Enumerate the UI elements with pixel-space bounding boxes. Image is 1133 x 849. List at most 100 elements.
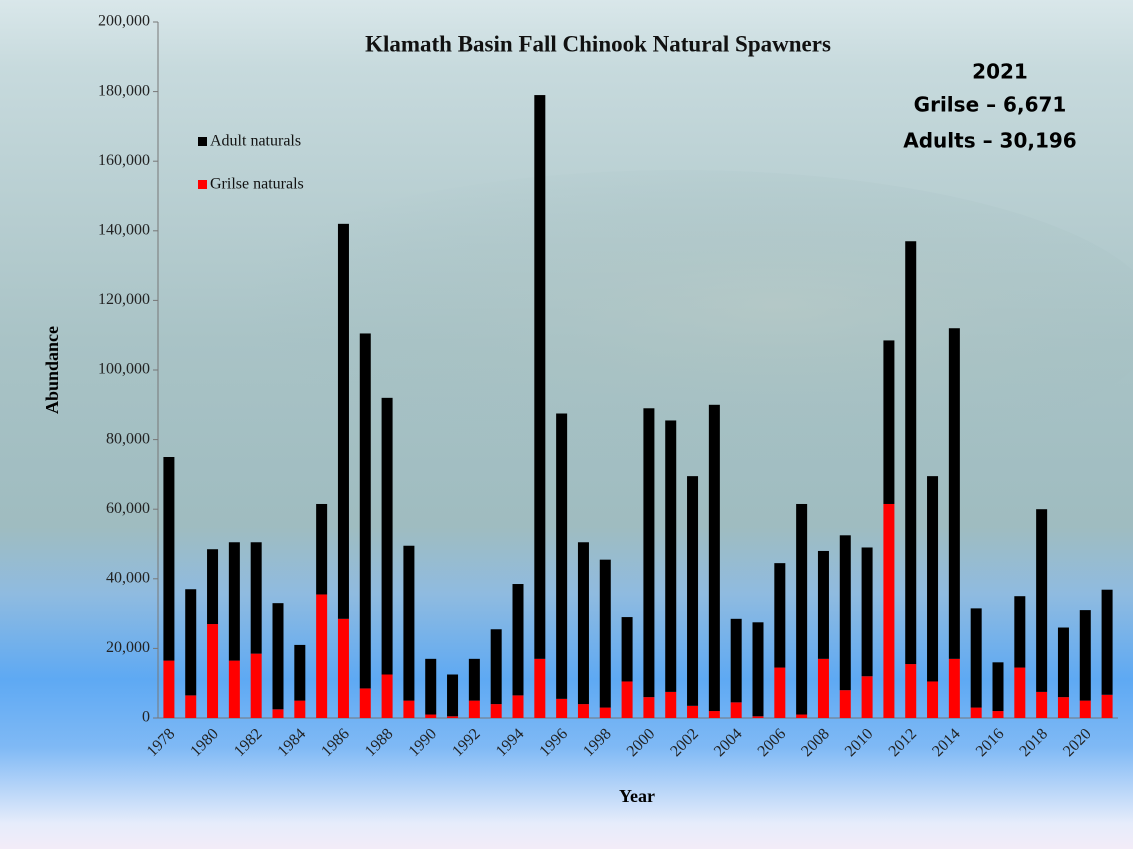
bar-segment [577,542,589,705]
bar-segment [250,653,262,718]
background-photo [200,170,1133,470]
annotation: 2021 [972,60,1028,84]
chart-title: Klamath Basin Fall Chinook Natural Spawn… [365,31,831,56]
bar-segment [250,542,262,654]
bar-segment [1036,691,1048,718]
bar-segment [883,503,895,718]
bar-segment [490,704,502,718]
x-tick-label: 2004 [711,725,746,760]
bar-segment [1079,610,1091,701]
bar-segment [556,413,568,699]
bar-segment [1057,697,1069,718]
bar-segment [1014,596,1026,668]
bar-segment [992,662,1004,712]
x-tick-label: 2020 [1060,725,1095,760]
y-tick-label: 0 [142,709,150,726]
bar-segment [970,608,982,708]
x-tick-label: 1994 [493,725,528,760]
bar-segment [687,476,699,706]
x-tick-label: 1978 [144,725,179,760]
bar-segment [708,404,720,712]
bar-segment [316,503,328,595]
bar-segment [207,624,219,718]
legend-label: Grilse naturals [210,176,304,193]
bar-segment [207,549,219,625]
x-tick-label: 1980 [187,725,222,760]
bar-segment [817,550,829,659]
bar-segment [403,545,415,701]
bar-segment [1014,667,1026,718]
x-tick-label: 1990 [406,725,441,760]
bar-segment [839,690,851,718]
bar-segment [534,95,546,659]
bar-segment [861,547,873,677]
x-tick-label: 1988 [362,725,397,760]
y-tick-label: 20,000 [106,639,150,656]
bar-segment [381,397,393,675]
bar-segment [905,241,917,665]
bar-segment [381,674,393,718]
bar-segment [294,644,306,701]
y-tick-label: 40,000 [106,569,150,586]
bar-segment [490,629,502,705]
bar-segment [1101,589,1113,695]
bar-segment [665,691,677,718]
bar-segment [752,716,764,718]
x-tick-label: 1982 [231,725,266,760]
y-tick-label: 80,000 [106,430,150,447]
x-tick-label: 2006 [755,725,790,760]
bar-segment [272,603,284,710]
bar-segment [839,535,851,691]
x-tick-label: 2000 [624,725,659,760]
bar-segment [163,660,175,718]
bar-segment [927,681,939,718]
bar-segment [359,688,371,718]
bar-segment [817,658,829,718]
bar-segment [948,328,960,659]
bar-segment [970,707,982,718]
x-tick-label: 1984 [275,725,310,760]
bar-segment [468,658,480,701]
bar-segment [294,700,306,718]
x-tick-label: 1992 [449,725,484,760]
bar-segment [643,697,655,718]
bar-segment [905,664,917,718]
y-tick-label: 180,000 [98,82,150,99]
bar-segment [796,503,808,715]
bar-segment [447,674,459,717]
x-tick-label: 2008 [798,725,833,760]
annotation: Grilse – 6,671 [914,93,1067,117]
bar-segment [337,618,349,718]
bar-segment [599,559,611,708]
bar-segment [774,667,786,718]
bar-segment [948,658,960,718]
bar-segment [752,622,764,717]
x-tick-label: 2010 [842,725,877,760]
bar-segment [883,340,895,504]
bar-segment [163,457,175,661]
bar-segment [512,584,524,696]
bar-segment [687,705,699,718]
bar-segment [1101,694,1113,718]
bar-segment [185,589,197,696]
x-tick-label: 2002 [667,725,702,760]
bar-segment [665,420,677,692]
bar-segment [512,695,524,718]
bar-segment [272,709,284,718]
bar-segment [621,681,633,718]
bar-segment [577,704,589,718]
bar-segment [1079,700,1091,718]
bar-segment [1057,627,1069,698]
bar-segment [425,658,437,715]
bar-segment [992,711,1004,718]
y-tick-label: 160,000 [98,152,150,169]
x-tick-label: 1998 [580,725,615,760]
x-tick-label: 1986 [318,725,353,760]
bar-segment [927,476,939,682]
bar-segment [861,676,873,718]
y-tick-label: 120,000 [98,291,150,308]
bar-segment [185,695,197,718]
bar-segment [599,707,611,718]
bar-segment [468,700,480,718]
